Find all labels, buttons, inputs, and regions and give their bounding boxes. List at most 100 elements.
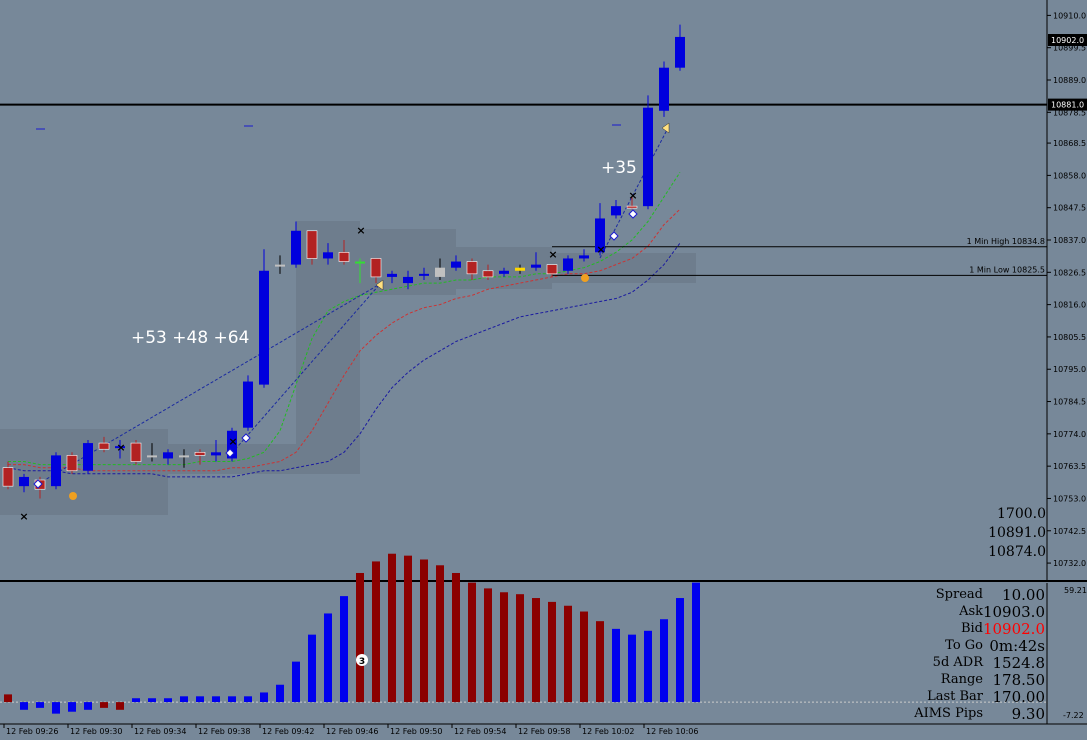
candle[interactable] (323, 252, 333, 259)
histogram-bar (292, 661, 300, 703)
histogram-bar (516, 594, 524, 703)
info-row-aims-pips: AIMS Pips 9.30 (905, 705, 1045, 723)
histogram-bar (4, 694, 12, 703)
candle[interactable] (259, 270, 269, 385)
candle[interactable] (675, 36, 685, 68)
candle[interactable] (611, 206, 621, 216)
sub-bottom-label: -7.22 (1063, 711, 1084, 720)
histogram-bar (436, 565, 444, 703)
price-tick-label: 10837.0 (1053, 236, 1086, 245)
candle[interactable] (482, 270, 494, 278)
candle[interactable] (370, 258, 382, 278)
info-label: Spread (935, 587, 983, 602)
info-value: 170.00 (992, 688, 1046, 706)
sub-top-label: 59.21 (1064, 586, 1087, 595)
info-value: 0m:42s (989, 637, 1045, 655)
candle[interactable] (595, 218, 605, 253)
time-label: 12 Feb 09:54 (454, 727, 506, 736)
candle[interactable] (403, 276, 413, 284)
candle[interactable] (531, 264, 541, 268)
moving-average-line (7, 242, 681, 478)
histogram-bar (100, 702, 108, 708)
info-row-spread: Spread 10.00 (905, 586, 1045, 604)
candle[interactable] (19, 476, 29, 487)
moving-average-line (8, 208, 681, 472)
min-level-label: 1 Min High 10834.8 (967, 237, 1045, 246)
candle[interactable] (338, 252, 350, 262)
price-tick-label: 10753.0 (1053, 494, 1086, 503)
time-label: 12 Feb 09:30 (70, 727, 122, 736)
candle[interactable] (466, 261, 478, 275)
dot-marker (581, 274, 589, 282)
candle[interactable] (579, 255, 589, 259)
price-tick-label: 10878.5 (1053, 108, 1086, 117)
candle[interactable] (163, 452, 173, 459)
candle[interactable] (419, 273, 429, 276)
info-label: AIMS Pips (914, 706, 983, 721)
histogram-bar (356, 572, 364, 703)
price-tick-label: 10816.0 (1053, 301, 1086, 310)
candle[interactable] (66, 455, 78, 472)
price-tag-label: 10881.0 (1051, 101, 1084, 110)
candle[interactable] (499, 270, 509, 274)
info-value: 9.30 (1011, 705, 1045, 723)
candle[interactable] (275, 264, 285, 267)
histogram-bar (180, 696, 188, 703)
candle[interactable] (51, 455, 61, 487)
candle[interactable] (355, 261, 365, 264)
diamond-marker (225, 448, 235, 458)
candle[interactable] (451, 261, 461, 268)
candle[interactable] (227, 430, 237, 459)
histogram-bar (228, 696, 236, 703)
histogram-bar (660, 619, 668, 703)
candle[interactable] (243, 381, 253, 428)
info-value: 10902.0 (982, 620, 1045, 638)
pips-annotation: +53 +48 +64 (131, 328, 249, 348)
time-label: 12 Feb 09:58 (518, 727, 570, 736)
candle[interactable] (194, 452, 206, 456)
histogram-bar (372, 561, 380, 703)
histogram-bar (164, 698, 172, 703)
candle[interactable] (83, 443, 93, 471)
candle[interactable] (130, 442, 142, 462)
histogram-bar (308, 634, 316, 703)
candle[interactable] (515, 267, 525, 271)
time-label: 12 Feb 09:50 (390, 727, 442, 736)
candle[interactable] (563, 258, 573, 271)
candle[interactable] (387, 273, 397, 277)
price-tick-label: 10795.0 (1053, 365, 1086, 374)
candle[interactable] (291, 230, 301, 265)
candle[interactable] (2, 467, 14, 487)
time-label: 12 Feb 09:34 (134, 727, 186, 736)
level-readout: 1700.0 (997, 506, 1046, 522)
histogram-bar (468, 582, 476, 703)
candle[interactable] (435, 267, 445, 277)
info-label: 5d ADR (932, 655, 983, 670)
candle[interactable] (659, 67, 669, 111)
time-label: 12 Feb 09:26 (6, 727, 58, 736)
candle[interactable] (147, 455, 157, 458)
candle[interactable] (306, 230, 318, 259)
histogram-bar (132, 698, 140, 703)
candle[interactable] (211, 452, 221, 456)
price-tick-label: 10784.5 (1053, 398, 1086, 407)
price-tag-label: 10902.0 (1051, 36, 1084, 45)
range-box (0, 429, 168, 515)
histogram-bar (420, 559, 428, 703)
histogram-bar (484, 588, 492, 703)
time-label: 12 Feb 09:46 (326, 727, 378, 736)
diamond-marker (609, 231, 619, 241)
info-row-range: Range 178.50 (905, 671, 1045, 689)
price-tag (1048, 34, 1087, 46)
candle[interactable] (626, 205, 638, 209)
histogram-bar (340, 596, 348, 703)
info-row-ask: Ask 10903.0 (905, 603, 1045, 621)
candle[interactable] (546, 264, 558, 275)
candle[interactable] (179, 455, 189, 458)
candle[interactable] (98, 442, 110, 450)
candle[interactable] (643, 107, 653, 207)
candle[interactable] (115, 446, 125, 449)
histogram-bar (612, 628, 620, 703)
min-level-label: 1 Min Low 10825.5 (969, 265, 1045, 274)
